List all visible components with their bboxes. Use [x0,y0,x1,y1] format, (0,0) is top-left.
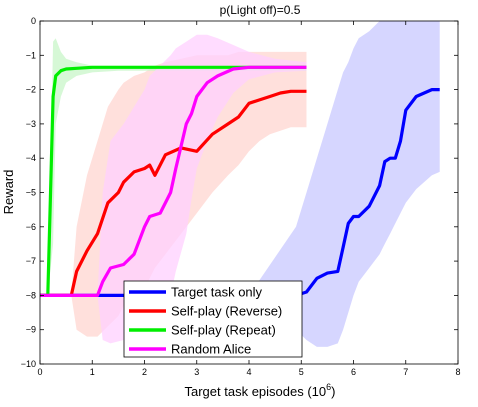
series-line-1 [40,89,307,297]
x-tick-label: 1 [90,367,95,377]
y-tick-label: −8 [26,290,36,300]
series-line-3 [40,65,307,297]
x-axis-title-exponent: 6 [326,382,331,392]
y-tick-label: −1 [26,50,36,60]
y-tick-label: −4 [26,153,36,163]
x-tick-label: 4 [246,367,251,377]
y-tick-label: −2 [26,85,36,95]
series-line-0 [40,88,440,297]
series-band-2 [40,38,307,296]
y-tick-label: −3 [26,119,36,129]
y-tick-label: −7 [26,256,36,266]
legend-label-0: Target task only [171,285,263,300]
axes: 0 1 2 3 4 5 6 7 8 0 −1 −2 −3 −4 −5 −6 −7 −8 −9 −10 [21,16,461,377]
x-tick-label: 0 [37,367,42,377]
legend: Target task only Self-play (Reverse) Self-… [123,280,303,358]
x-axis-title: Target task episodes (106) [185,382,336,399]
series-band-3 [40,34,307,344]
series-line-2 [40,65,307,297]
legend-label-1: Self-play (Reverse) [171,304,282,319]
x-tick-label: 2 [142,367,147,377]
x-tick-label: 3 [194,367,199,377]
y-tick-label: −5 [26,188,36,198]
x-tick-label: 8 [455,367,460,377]
y-tick-label: −10 [21,359,36,369]
x-tick-label: 6 [351,367,356,377]
chart-title: p(Light off)=0.5 [220,3,301,17]
x-tick-label: 5 [299,367,304,377]
legend-label-2: Self-play (Repeat) [171,323,276,338]
y-axis-title: Reward [1,170,16,215]
y-tick-label: 0 [31,16,36,26]
y-tick-label: −6 [26,222,36,232]
x-axis-title-suffix: ) [331,384,335,399]
plot-area [40,21,458,364]
x-axis-title-main: Target task episodes (10 [185,384,327,399]
legend-label-3: Random Alice [171,342,251,357]
x-tick-label: 7 [403,367,408,377]
y-tick-label: −9 [26,325,36,335]
